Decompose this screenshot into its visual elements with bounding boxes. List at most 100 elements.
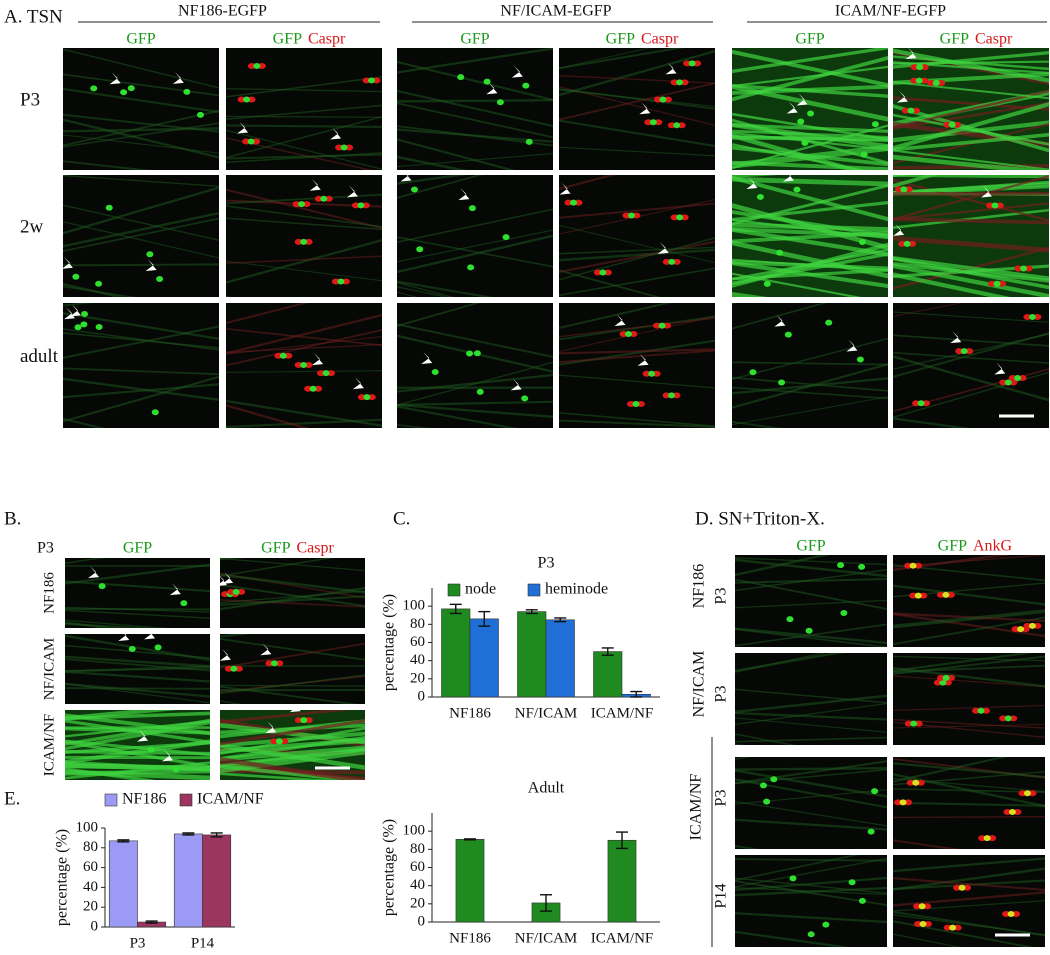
fiber bbox=[397, 175, 483, 199]
arrowhead bbox=[309, 178, 321, 191]
x-tick-label: P3 bbox=[130, 935, 146, 951]
row-label: adult bbox=[20, 346, 59, 367]
blob bbox=[948, 121, 956, 128]
fiber bbox=[732, 210, 888, 238]
fiber bbox=[735, 736, 887, 743]
arrowhead bbox=[222, 571, 234, 584]
y-tick-label: 20 bbox=[410, 670, 425, 686]
blob bbox=[914, 592, 922, 599]
micrograph bbox=[735, 757, 887, 849]
micrograph bbox=[397, 175, 553, 297]
blob bbox=[900, 186, 908, 193]
error-bar bbox=[145, 920, 158, 924]
fiber bbox=[893, 612, 1045, 638]
arrowhead bbox=[980, 185, 992, 198]
fiber bbox=[559, 419, 715, 428]
group-title: NF186-EGFP bbox=[178, 3, 267, 20]
fiber bbox=[65, 687, 210, 690]
fiber bbox=[893, 175, 939, 188]
blob bbox=[431, 369, 439, 376]
channel-label: Caspr bbox=[975, 31, 1013, 48]
arrowhead bbox=[220, 648, 231, 661]
fiber bbox=[220, 587, 365, 611]
fiber bbox=[893, 202, 1049, 221]
arrowhead bbox=[458, 188, 470, 201]
arrowhead bbox=[109, 72, 121, 85]
arrowhead bbox=[88, 566, 100, 579]
micrograph bbox=[65, 558, 210, 628]
blob bbox=[147, 746, 155, 753]
blob bbox=[916, 64, 924, 71]
fiber bbox=[226, 328, 382, 367]
micrograph-content bbox=[893, 555, 1045, 647]
fiber bbox=[226, 404, 310, 428]
blob bbox=[180, 600, 188, 607]
blob bbox=[958, 884, 966, 891]
fiber bbox=[732, 122, 888, 149]
fiber bbox=[65, 655, 210, 668]
panel-label: A. TSN bbox=[4, 6, 63, 27]
channel-label: GFP bbox=[123, 540, 152, 557]
fiber bbox=[735, 558, 887, 578]
fiber bbox=[735, 858, 887, 862]
blob bbox=[1020, 265, 1028, 272]
age-label: P3 bbox=[713, 790, 730, 807]
fiber bbox=[893, 899, 1045, 912]
fiber bbox=[559, 224, 715, 264]
fiber bbox=[63, 325, 219, 359]
error-bar bbox=[449, 603, 462, 615]
legend-label: ICAM/NF bbox=[197, 791, 264, 808]
blob bbox=[659, 96, 667, 103]
fiber bbox=[735, 912, 887, 924]
fiber bbox=[732, 135, 888, 141]
fiber bbox=[63, 175, 219, 187]
blob bbox=[856, 356, 864, 363]
panel-label: B. bbox=[4, 508, 21, 529]
micrograph-content bbox=[732, 303, 888, 428]
blob bbox=[676, 79, 684, 86]
fiber bbox=[65, 619, 168, 628]
micrograph-content bbox=[893, 757, 1045, 849]
micrograph-content bbox=[735, 653, 887, 745]
fiber bbox=[63, 211, 219, 248]
fiber bbox=[65, 741, 210, 754]
fiber bbox=[735, 886, 887, 897]
micrograph-bg bbox=[559, 303, 715, 428]
blob bbox=[793, 186, 801, 193]
blob bbox=[858, 897, 866, 904]
fiber bbox=[63, 204, 219, 241]
row-label: P3 bbox=[20, 89, 40, 110]
fiber bbox=[226, 153, 382, 160]
arrowhead bbox=[162, 749, 174, 762]
fiber bbox=[220, 718, 365, 746]
blob bbox=[120, 89, 128, 96]
micrograph-content bbox=[735, 855, 887, 947]
blob bbox=[151, 409, 159, 416]
fiber bbox=[397, 99, 553, 103]
fiber bbox=[65, 609, 210, 619]
fiber bbox=[735, 768, 887, 785]
blob bbox=[668, 258, 676, 265]
micrograph bbox=[226, 303, 382, 428]
fiber bbox=[893, 762, 1045, 779]
blob bbox=[298, 201, 306, 208]
blob bbox=[648, 370, 656, 377]
fiber bbox=[735, 577, 887, 584]
fiber bbox=[65, 682, 210, 698]
fiber bbox=[893, 263, 1049, 297]
fiber bbox=[893, 616, 1045, 646]
micrograph-content bbox=[893, 653, 1045, 745]
fiber bbox=[893, 255, 1049, 281]
arrowhead bbox=[63, 256, 73, 269]
fiber bbox=[63, 377, 219, 402]
x-tick-label: NF/ICAM bbox=[515, 705, 578, 721]
fiber bbox=[220, 595, 365, 606]
blob bbox=[300, 238, 308, 245]
fiber bbox=[63, 328, 219, 351]
fiber bbox=[63, 312, 219, 341]
fiber bbox=[220, 684, 365, 687]
arrowhead bbox=[511, 65, 523, 78]
blob bbox=[983, 835, 991, 842]
fiber bbox=[735, 702, 887, 726]
blob bbox=[253, 62, 261, 69]
